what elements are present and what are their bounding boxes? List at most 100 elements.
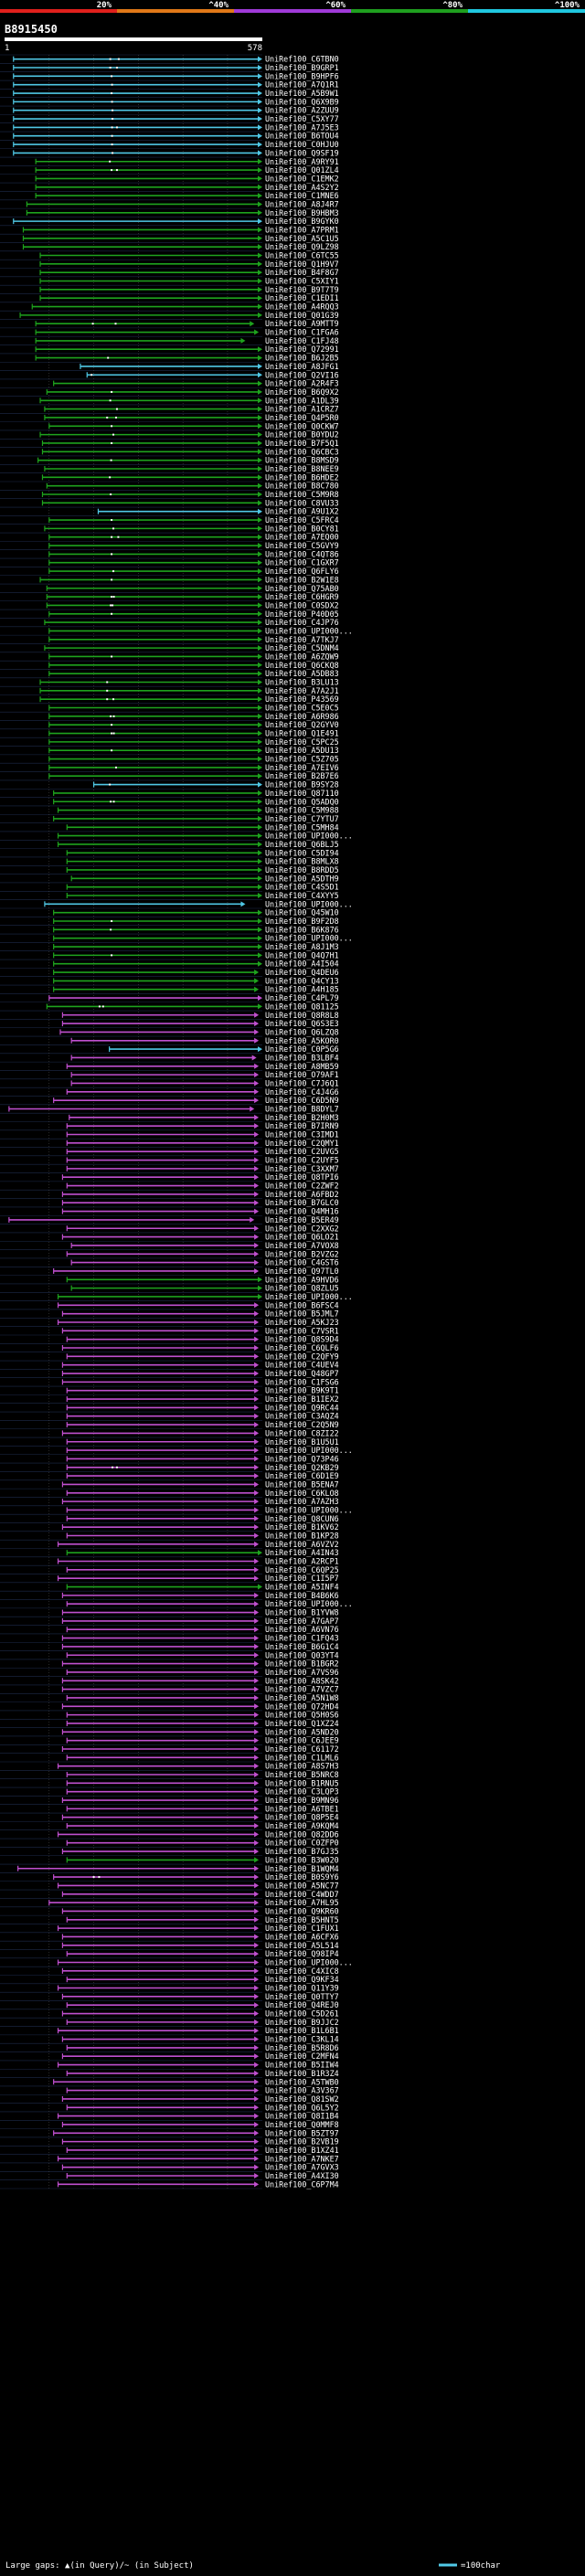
hit-row[interactable]: UniRef100_B9MN96	[61, 1796, 339, 1805]
hit-label[interactable]: UniRef100_B1YVW8	[265, 1608, 339, 1617]
hit-label[interactable]: UniRef100_B5NRC8	[265, 1770, 339, 1779]
hit-row[interactable]: UniRef100_C1FUX1	[57, 1924, 339, 1933]
hit-label[interactable]: UniRef100_C6D5N9	[265, 1096, 339, 1105]
hit-row[interactable]: UniRef100_Q1H9V7	[39, 260, 339, 269]
hit-row[interactable]: UniRef100_B6TOU4	[13, 132, 339, 141]
hit-row[interactable]: UniRef100_UPI000...	[57, 832, 353, 841]
hit-row[interactable]: UniRef100_Q5H0S6	[66, 1711, 339, 1720]
hit-row[interactable]: UniRef100_Q73P46	[66, 1454, 339, 1463]
hit-label[interactable]: UniRef100_A7GVX3	[265, 2163, 339, 2172]
hit-row[interactable]: UniRef100_B1IEX2	[66, 1394, 339, 1404]
hit-label[interactable]: UniRef100_Q03YT4	[265, 1650, 339, 1659]
hit-row[interactable]: UniRef100_Q6BLJ5	[57, 840, 339, 849]
hit-row[interactable]: UniRef100_A4I504	[53, 959, 339, 969]
hit-row[interactable]: UniRef100_C2UVG5	[66, 1147, 339, 1156]
hit-label[interactable]: UniRef100_Q1E491	[265, 729, 339, 738]
hit-row[interactable]: UniRef100_C1FJ48	[35, 336, 339, 345]
hit-label[interactable]: UniRef100_A7HL95	[265, 1898, 339, 1907]
hit-label[interactable]: UniRef100_A5INF4	[265, 1583, 339, 1592]
hit-row[interactable]: UniRef100_B1R3Z4	[66, 2069, 339, 2078]
hit-label[interactable]: UniRef100_Q81125	[265, 1002, 339, 1011]
hit-label[interactable]: UniRef100_UPI000...	[265, 1599, 353, 1608]
hit-label[interactable]: UniRef100_Q87110	[265, 789, 339, 798]
hit-row[interactable]: UniRef100_Q0MMF8	[61, 2120, 339, 2129]
hit-row[interactable]: UniRef100_UPI000...	[57, 1957, 353, 1966]
hit-row[interactable]: UniRef100_Q8R8L8	[61, 1011, 339, 1020]
hit-label[interactable]: UniRef100_UPI000...	[265, 1292, 353, 1301]
hit-label[interactable]: UniRef100_A8S7H3	[265, 1762, 339, 1771]
hit-label[interactable]: UniRef100_B1KP28	[265, 1531, 339, 1540]
hit-label[interactable]: UniRef100_A7NKE7	[265, 2154, 339, 2163]
hit-row[interactable]: UniRef100_UPI000...	[66, 1505, 353, 1514]
hit-label[interactable]: UniRef100_A5KOR0	[265, 1036, 339, 1045]
hit-row[interactable]: UniRef100_Q6CBC3	[41, 447, 339, 456]
hit-label[interactable]: UniRef100_C1EMK2	[265, 174, 339, 183]
hit-row[interactable]: UniRef100_A4XI30	[66, 2171, 339, 2180]
hit-label[interactable]: UniRef100_C5Z705	[265, 755, 339, 764]
hit-label[interactable]: UniRef100_C5FRC4	[265, 515, 339, 525]
hit-row[interactable]: UniRef100_C1FSG6	[61, 1377, 339, 1386]
hit-row[interactable]: UniRef100_A8SK42	[61, 1676, 339, 1685]
hit-label[interactable]: UniRef100_C4QT86	[265, 549, 339, 558]
hit-row[interactable]: UniRef100_Q6LZQ8	[59, 1027, 339, 1036]
hit-label[interactable]: UniRef100_B8NEE9	[265, 464, 339, 473]
hit-label[interactable]: UniRef100_Q75AB0	[265, 584, 339, 593]
hit-row[interactable]: UniRef100_Q6CKQ8	[48, 661, 339, 670]
hit-row[interactable]: UniRef100_B9HPF6	[13, 71, 339, 80]
hit-row[interactable]: UniRef100_B7IRN9	[66, 1121, 339, 1130]
hit-row[interactable]: UniRef100_C4GST6	[70, 1258, 339, 1267]
hit-row[interactable]: UniRef100_Q72991	[35, 345, 339, 354]
hit-row[interactable]: UniRef100_C0ZFP0	[66, 1839, 339, 1848]
hit-row[interactable]: UniRef100_B1KP28	[66, 1531, 339, 1540]
hit-label[interactable]: UniRef100_B3LBF4	[265, 1053, 339, 1062]
hit-label[interactable]: UniRef100_A7GAP7	[265, 1617, 339, 1626]
hit-label[interactable]: UniRef100_Q8TPI6	[265, 1172, 339, 1182]
hit-label[interactable]: UniRef100_B2VZG2	[265, 1249, 339, 1258]
hit-row[interactable]: UniRef100_Q01ZL4	[35, 165, 339, 175]
hit-row[interactable]: UniRef100_B9F2D8	[53, 917, 339, 926]
hit-label[interactable]: UniRef100_A5DU13	[265, 746, 339, 755]
hit-label[interactable]: UniRef100_B5JML7	[265, 1309, 339, 1319]
hit-row[interactable]: UniRef100_A7PRM1	[22, 225, 339, 234]
hit-row[interactable]: UniRef100_C5D261	[61, 2009, 339, 2019]
hit-row[interactable]: UniRef100_A5NC77	[57, 1881, 339, 1890]
hit-label[interactable]: UniRef100_B9K9T1	[265, 1386, 339, 1395]
hit-row[interactable]: UniRef100_Q8ZLU5	[70, 1284, 339, 1293]
hit-row[interactable]: UniRef100_A7VOX8	[70, 1241, 339, 1250]
hit-label[interactable]: UniRef100_Q8I1B4	[265, 2112, 339, 2121]
hit-label[interactable]: UniRef100_Q4P5R0	[265, 413, 339, 422]
hit-row[interactable]: UniRef100_B6FSC4	[57, 1300, 339, 1309]
hit-label[interactable]: UniRef100_C6P7M4	[265, 2179, 339, 2189]
hit-label[interactable]: UniRef100_B9JJC2	[265, 2018, 339, 2027]
hit-label[interactable]: UniRef100_C5XY77	[265, 114, 339, 123]
hit-row[interactable]: UniRef100_A5ND20	[61, 1727, 339, 1736]
hit-row[interactable]: UniRef100_B1XZ41	[66, 2146, 339, 2155]
hit-label[interactable]: UniRef100_A6ZQW9	[265, 652, 339, 661]
hit-row[interactable]: UniRef100_C1EMK2	[35, 174, 339, 183]
hit-label[interactable]: UniRef100_A4RQQ3	[265, 302, 339, 312]
hit-row[interactable]: UniRef100_B5NRC8	[66, 1770, 339, 1779]
hit-label[interactable]: UniRef100_C3LQP3	[265, 1787, 339, 1797]
hit-label[interactable]: UniRef100_A6R986	[265, 712, 339, 721]
hit-row[interactable]: UniRef100_Q03YT4	[66, 1650, 339, 1659]
hit-label[interactable]: UniRef100_B9SY28	[265, 780, 339, 790]
hit-label[interactable]: UniRef100_Q6CBC3	[265, 447, 339, 456]
hit-label[interactable]: UniRef100_A6FBD2	[265, 1190, 339, 1199]
hit-row[interactable]: UniRef100_B2VB19	[61, 2137, 339, 2147]
hit-label[interactable]: UniRef100_C1EDI1	[265, 293, 339, 302]
hit-row[interactable]: UniRef100_A5DTH9	[70, 874, 339, 883]
hit-row[interactable]: UniRef100_C4PL79	[48, 993, 339, 1002]
hit-row[interactable]: UniRef100_C2UYF5	[66, 1156, 339, 1165]
hit-label[interactable]: UniRef100_C1FUX1	[265, 1924, 339, 1933]
hit-row[interactable]: UniRef100_Q8CUN6	[66, 1514, 339, 1523]
hit-row[interactable]: UniRef100_Q4CY13	[53, 976, 339, 985]
hit-row[interactable]: UniRef100_A9MTT9	[35, 319, 339, 328]
hit-row[interactable]: UniRef100_B1RNU5	[66, 1778, 339, 1787]
hit-label[interactable]: UniRef100_A4IN43	[265, 1548, 339, 1557]
hit-row[interactable]: UniRef100_C1FGA6	[35, 328, 339, 337]
hit-label[interactable]: UniRef100_A7A2J1	[265, 686, 339, 695]
hit-label[interactable]: UniRef100_Q72HD4	[265, 1701, 339, 1711]
hit-row[interactable]: UniRef100_A4IN43	[66, 1548, 339, 1557]
hit-label[interactable]: UniRef100_C0ZFP0	[265, 1839, 339, 1848]
hit-row[interactable]: UniRef100_B5HNT5	[66, 1915, 339, 1924]
